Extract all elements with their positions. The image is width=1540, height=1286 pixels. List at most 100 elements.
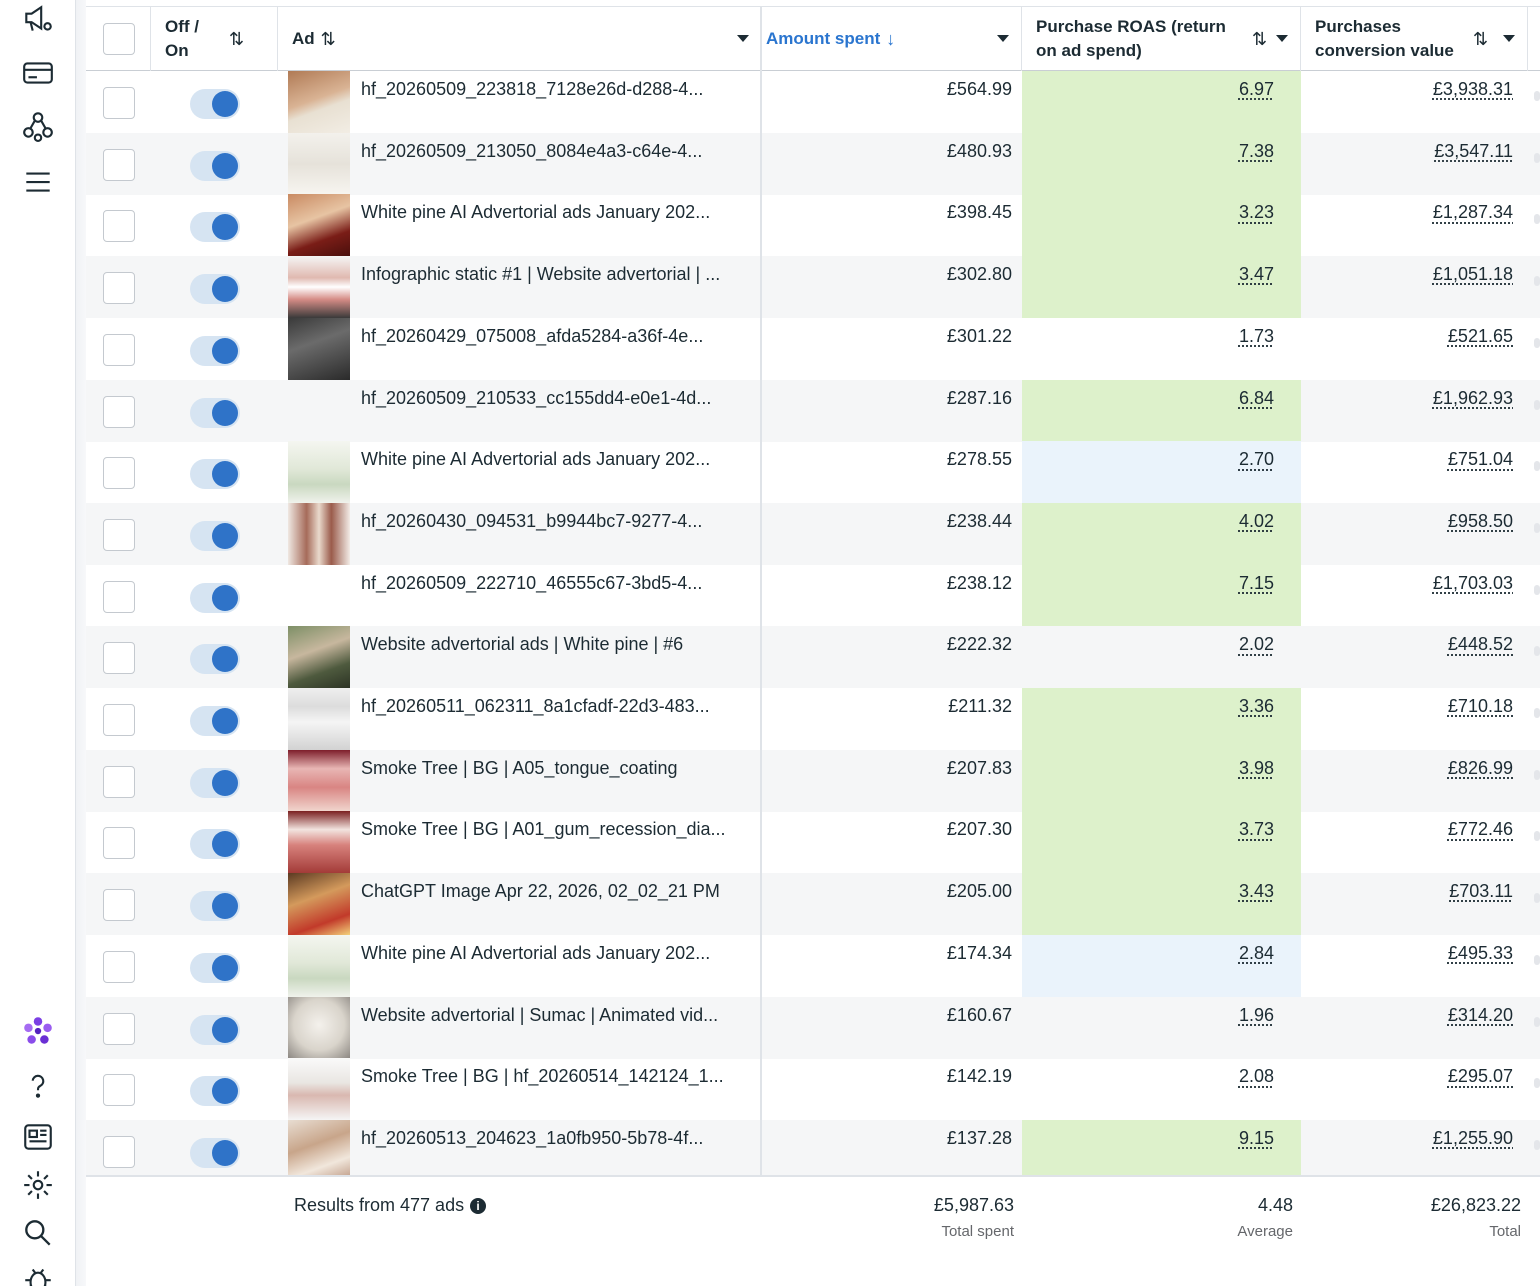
table-row[interactable]: ChatGPT Image Apr 22, 2026, 02_02_21 PM …	[86, 873, 1540, 936]
ad-status-toggle[interactable]	[190, 952, 240, 983]
ad-thumbnail[interactable]	[288, 256, 350, 319]
ad-thumbnail[interactable]	[288, 811, 350, 874]
ad-name[interactable]: Infographic static #1 | Website advertor…	[361, 264, 721, 285]
conversion-value[interactable]: £448.52	[1447, 634, 1513, 655]
search-icon[interactable]	[18, 1213, 58, 1253]
ad-status-toggle[interactable]	[190, 274, 240, 305]
ad-thumbnail[interactable]	[288, 688, 350, 750]
purchase-roas[interactable]: 2.02	[1238, 634, 1274, 655]
ad-name[interactable]: Website advertorial ads | White pine | #…	[361, 634, 684, 655]
conversion-value[interactable]: £295.07	[1447, 1066, 1513, 1087]
conversion-value[interactable]: £1,051.18	[1432, 264, 1513, 285]
row-checkbox[interactable]	[103, 765, 135, 798]
bug-report-icon[interactable]	[18, 1258, 58, 1286]
audience-network-icon[interactable]	[18, 106, 58, 146]
ad-name[interactable]: Website advertorial | Sumac | Animated v…	[361, 1004, 719, 1025]
ad-name[interactable]: hf_20260511_062311_8a1cfadf-22d3-483...	[361, 696, 710, 716]
ad-name[interactable]: hf_20260509_222710_46555c67-3bd5-4...	[361, 572, 703, 593]
sort-down-icon[interactable]: ↓	[886, 28, 896, 49]
conversion-value[interactable]: £703.11	[1449, 881, 1513, 902]
purchase-roas[interactable]: 3.43	[1238, 881, 1274, 902]
row-checkbox[interactable]	[103, 272, 135, 305]
row-checkbox[interactable]	[103, 395, 135, 428]
select-all-checkbox[interactable]	[103, 23, 135, 55]
row-checkbox[interactable]	[103, 518, 135, 551]
table-row[interactable]: White pine AI Advertorial ads January 20…	[86, 441, 1540, 504]
ad-thumbnail[interactable]	[288, 194, 350, 257]
ad-name[interactable]: Smoke Tree | BG | A01_gum_recession_dia.…	[361, 819, 726, 840]
table-row[interactable]: Infographic static #1 | Website advertor…	[86, 256, 1540, 319]
row-checkbox[interactable]	[103, 704, 135, 736]
ad-thumbnail[interactable]	[288, 71, 350, 133]
ad-name[interactable]: Smoke Tree | BG | hf_20260514_142124_1..…	[361, 1066, 724, 1087]
row-checkbox[interactable]	[103, 889, 135, 922]
header-conversion-value[interactable]: Purchases conversion value ⇅	[1301, 7, 1528, 71]
table-row[interactable]: hf_20260430_094531_b9944bc7-9277-4... £2…	[86, 502, 1540, 565]
ad-name[interactable]: White pine AI Advertorial ads January 20…	[361, 449, 711, 470]
table-row[interactable]: hf_20260509_223818_7128e26d-d288-4... £5…	[86, 71, 1540, 133]
purchase-roas[interactable]: 7.38	[1238, 140, 1274, 161]
purchase-roas[interactable]: 2.08	[1238, 1066, 1274, 1087]
conversion-value[interactable]: £958.50	[1447, 510, 1513, 531]
ad-thumbnail[interactable]	[288, 565, 350, 627]
ad-status-toggle[interactable]	[190, 459, 240, 490]
row-checkbox[interactable]	[103, 148, 135, 181]
info-icon[interactable]: i	[470, 1198, 487, 1214]
ad-status-toggle[interactable]	[190, 829, 240, 860]
ad-thumbnail[interactable]	[288, 132, 350, 195]
row-checkbox[interactable]	[103, 333, 135, 366]
help-icon[interactable]	[18, 1066, 58, 1106]
table-row[interactable]: Smoke Tree | BG | A05_tongue_coating £20…	[86, 749, 1540, 812]
chevron-down-icon[interactable]	[997, 35, 1009, 42]
ad-status-toggle[interactable]	[190, 212, 240, 243]
ad-name[interactable]: Smoke Tree | BG | A05_tongue_coating	[361, 757, 678, 778]
conversion-value[interactable]: £751.04	[1447, 449, 1513, 470]
purchase-roas[interactable]: 6.97	[1238, 79, 1274, 99]
ad-thumbnail[interactable]	[288, 934, 350, 997]
chevron-down-icon[interactable]	[1503, 35, 1515, 42]
table-row[interactable]: Website advertorial | Sumac | Animated v…	[86, 996, 1540, 1059]
ad-thumbnail[interactable]	[288, 317, 350, 380]
chevron-down-icon[interactable]	[737, 35, 749, 42]
news-icon[interactable]	[18, 1117, 58, 1157]
ad-name[interactable]: White pine AI Advertorial ads January 20…	[361, 202, 711, 223]
conversion-value[interactable]: £1,287.34	[1432, 202, 1513, 223]
meta-ai-icon[interactable]	[18, 1011, 58, 1051]
ad-status-toggle[interactable]	[190, 1076, 240, 1107]
sort-icon[interactable]: ⇅	[320, 28, 336, 49]
ad-status-toggle[interactable]	[190, 335, 240, 366]
purchase-roas[interactable]: 1.96	[1238, 1004, 1274, 1025]
ad-status-toggle[interactable]	[190, 891, 240, 922]
conversion-value[interactable]: £826.99	[1447, 757, 1513, 778]
ad-name[interactable]: hf_20260430_094531_b9944bc7-9277-4...	[361, 510, 703, 531]
purchase-roas[interactable]: 9.15	[1238, 1127, 1274, 1148]
purchase-roas[interactable]: 3.23	[1238, 202, 1274, 223]
row-checkbox[interactable]	[103, 1074, 135, 1107]
conversion-value[interactable]: £710.18	[1447, 696, 1513, 716]
ad-thumbnail[interactable]	[288, 873, 350, 936]
row-checkbox[interactable]	[103, 87, 135, 119]
purchase-roas[interactable]: 2.84	[1238, 942, 1274, 963]
ad-thumbnail[interactable]	[288, 626, 350, 689]
purchase-roas[interactable]: 3.73	[1238, 819, 1274, 840]
purchase-roas[interactable]: 7.15	[1238, 572, 1274, 593]
ad-thumbnail[interactable]	[288, 749, 350, 812]
table-row[interactable]: hf_20260511_062311_8a1cfadf-22d3-483... …	[86, 688, 1540, 750]
ad-status-toggle[interactable]	[190, 644, 240, 675]
table-row[interactable]: White pine AI Advertorial ads January 20…	[86, 194, 1540, 257]
table-row[interactable]: hf_20260509_222710_46555c67-3bd5-4... £2…	[86, 564, 1540, 627]
purchase-roas[interactable]: 6.84	[1238, 387, 1274, 408]
ad-name[interactable]: hf_20260513_204623_1a0fb950-5b78-4f...	[361, 1127, 704, 1148]
conversion-value[interactable]: £314.20	[1447, 1004, 1513, 1025]
purchase-roas[interactable]: 3.36	[1238, 696, 1274, 716]
ad-status-toggle[interactable]	[190, 150, 240, 181]
conversion-value[interactable]: £495.33	[1447, 942, 1513, 963]
chevron-down-icon[interactable]	[1276, 35, 1288, 42]
ad-status-toggle[interactable]	[190, 520, 240, 551]
ad-thumbnail[interactable]	[288, 996, 350, 1059]
sort-icon[interactable]: ⇅	[1473, 28, 1489, 49]
ad-name[interactable]: White pine AI Advertorial ads January 20…	[361, 942, 711, 963]
purchase-roas[interactable]: 3.47	[1238, 264, 1274, 285]
sort-icon[interactable]: ⇅	[229, 28, 245, 49]
table-row[interactable]: Smoke Tree | BG | hf_20260514_142124_1..…	[86, 1058, 1540, 1121]
